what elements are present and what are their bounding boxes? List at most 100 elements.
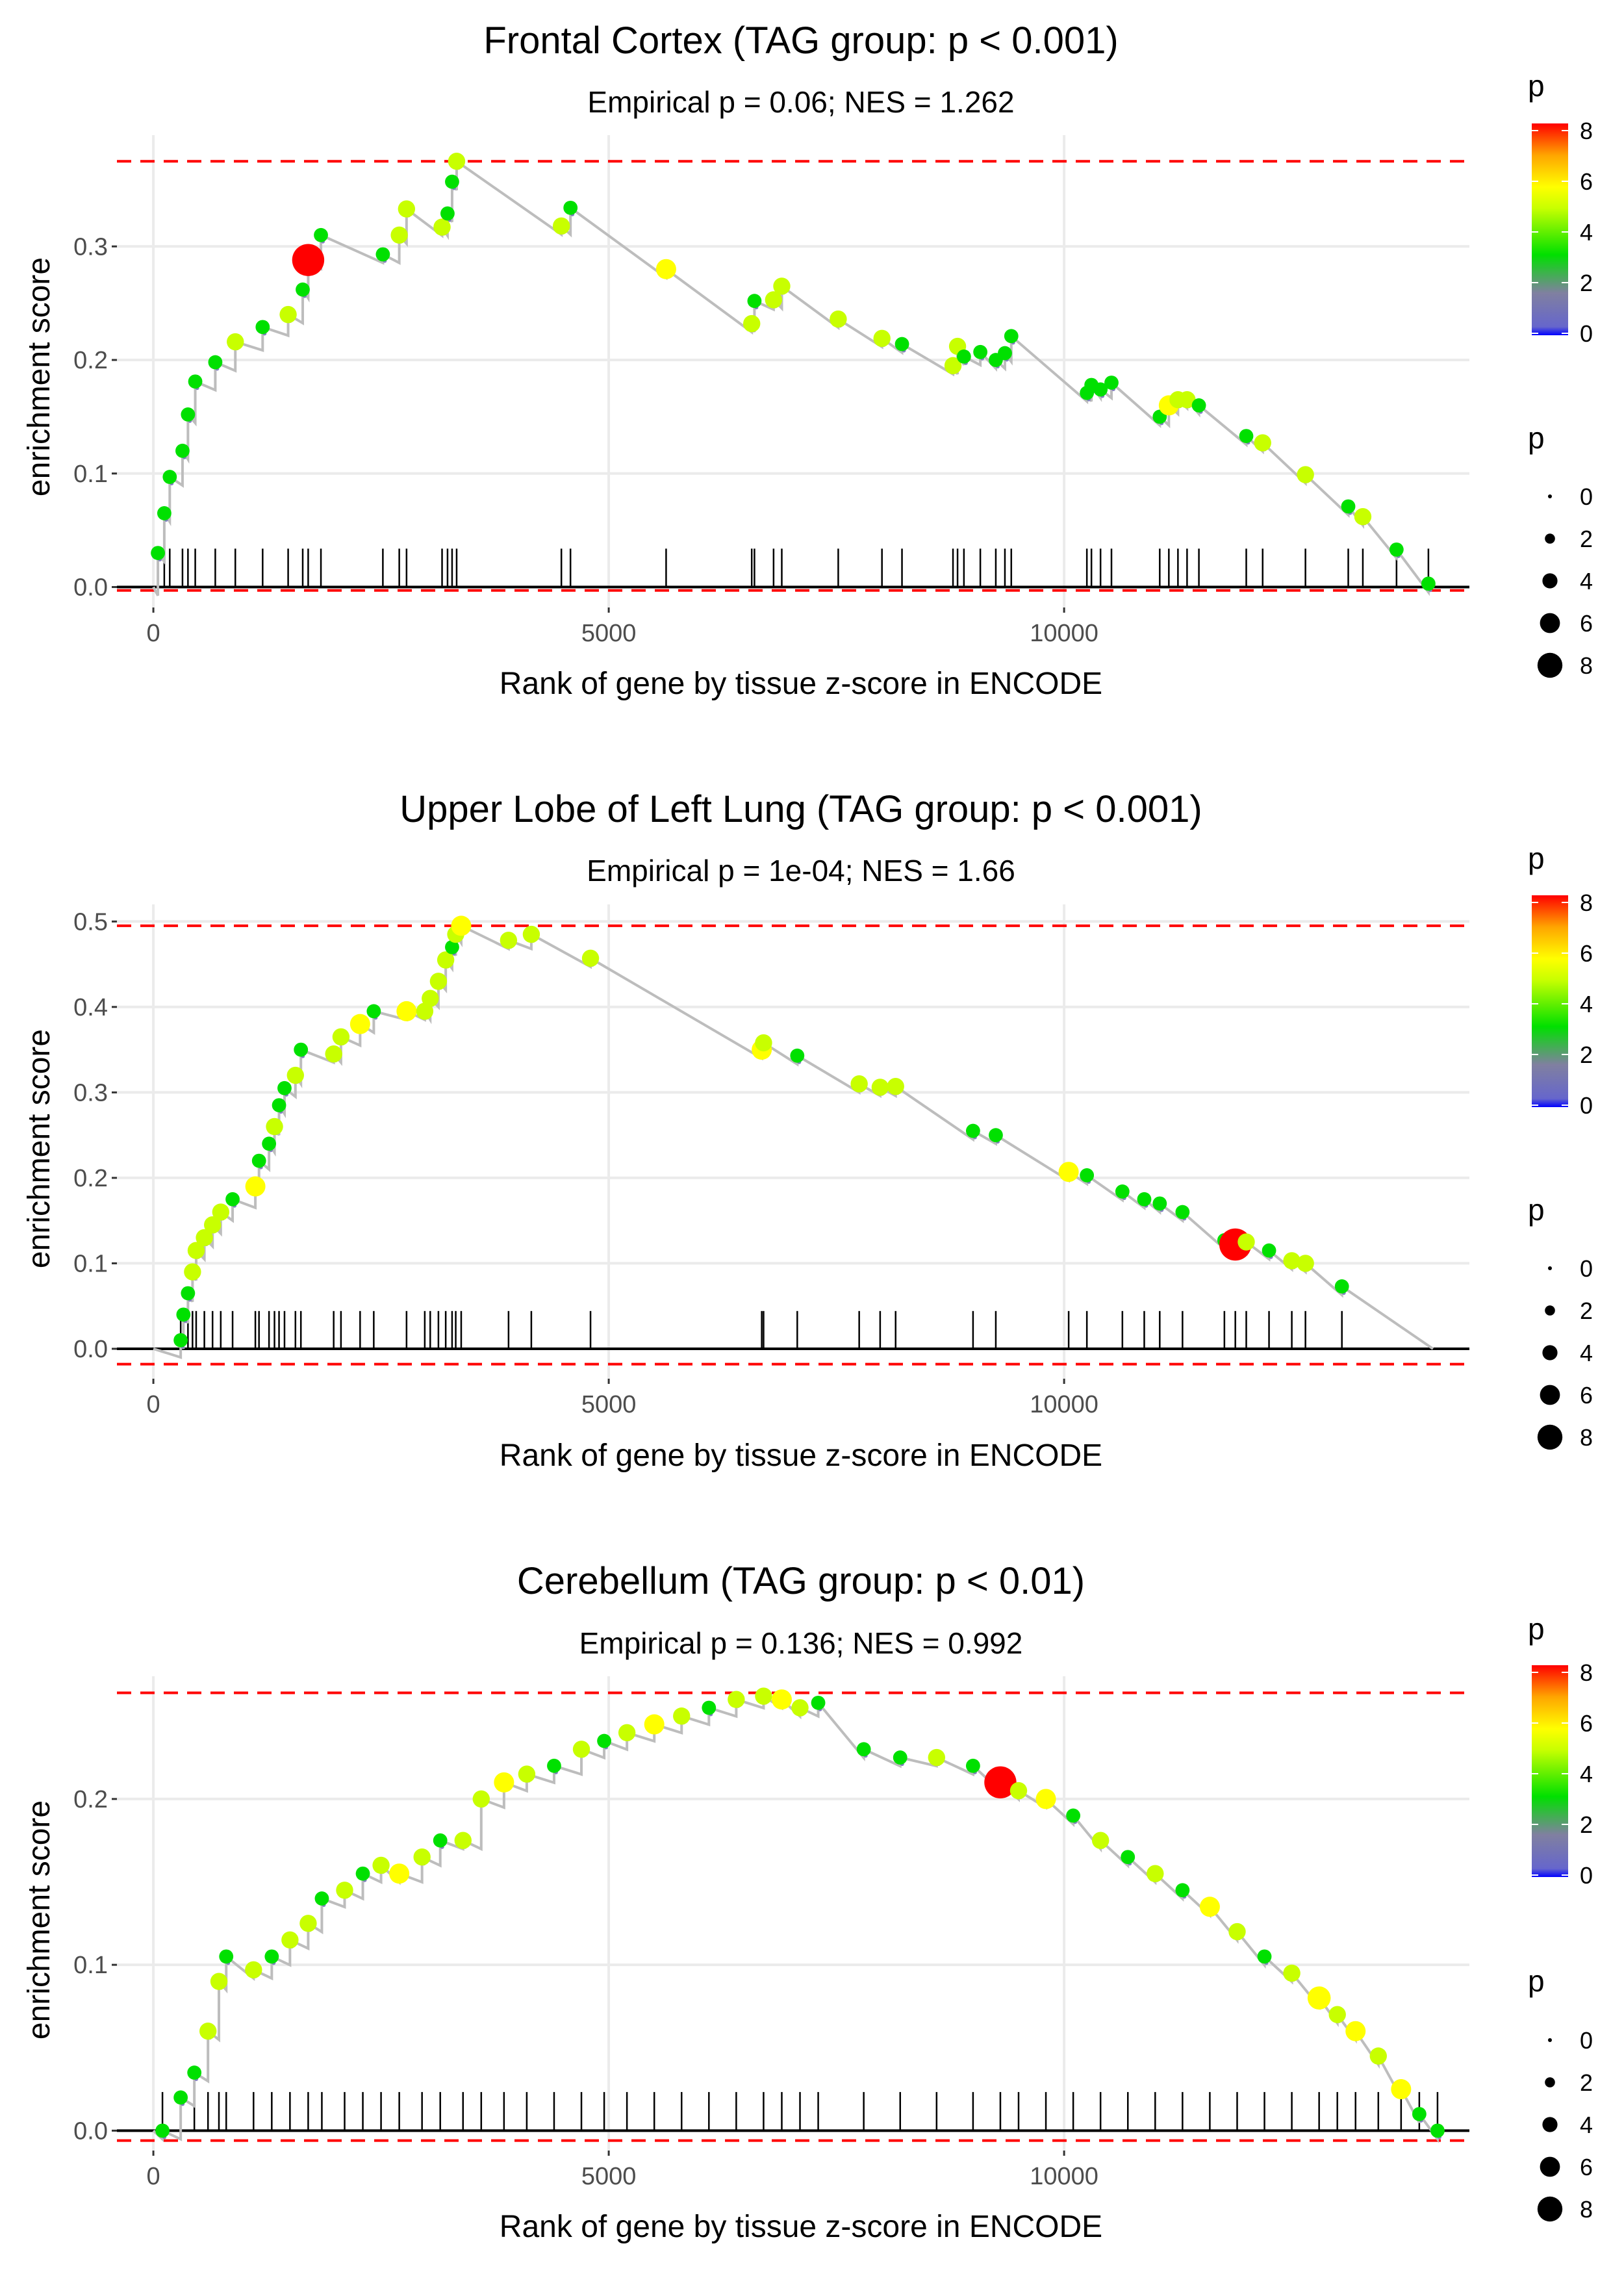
panel-3-hit-point — [336, 1882, 353, 1899]
panel-3-hit-point — [1147, 1865, 1164, 1882]
size-legend-dot — [1548, 2038, 1552, 2042]
size-legend-label: 4 — [1580, 568, 1593, 594]
panel-3-hit-point — [728, 1691, 745, 1708]
panel-2-hit-point — [251, 1153, 266, 1168]
panel-1-hit-point — [181, 407, 196, 422]
panel-3-es-curve — [152, 1693, 1439, 2143]
panel-1-hit-point — [1421, 576, 1436, 591]
panel-1-hit-point — [1354, 507, 1372, 526]
panel-1-y-tick-label: 0.0 — [73, 574, 108, 602]
panel-2-plot: 0.0 0.1 0.2 0.3 0.4 0.5 0 5000 10000 — [73, 904, 1469, 1418]
panel-1-hit-point — [390, 226, 408, 244]
panel-2-hit-point — [262, 1136, 277, 1151]
panel-2-hit-point — [1152, 1196, 1167, 1211]
colorbar-tick-label: 6 — [1580, 940, 1593, 967]
panel-3-hit-point — [281, 1931, 299, 1949]
panel-2-hit-point — [989, 1128, 1003, 1143]
panel-3-hit-point — [372, 1856, 390, 1874]
panel-3-hit-point — [791, 1699, 809, 1717]
size-legend-label: 0 — [1580, 1255, 1593, 1282]
panel-3-hit-point — [755, 1687, 772, 1705]
colorbar-tick-label: 6 — [1580, 1710, 1593, 1737]
panel-3-hit-point — [433, 1833, 448, 1848]
panel-1-hit-point — [296, 282, 310, 297]
panel-1-size-legend: p 0 2 4 6 8 — [1528, 421, 1593, 679]
panel-1-hit-point — [1191, 398, 1206, 413]
panel-1-hit-point — [765, 291, 783, 309]
panel-2-hit-point — [500, 932, 518, 949]
panel-3-hit-point — [893, 1750, 907, 1765]
size-legend-label: 2 — [1580, 2069, 1593, 2096]
panel-2-hit-point — [396, 1001, 417, 1021]
size-legend-dot — [1540, 1385, 1560, 1405]
panel-3-hit-point — [597, 1733, 611, 1748]
panel-1-y-tick-label: 0.2 — [73, 347, 108, 374]
panel-2-hit-point — [196, 1229, 213, 1247]
panel-2-hit-point — [204, 1216, 222, 1234]
panel-2-es-curve — [153, 923, 1434, 1359]
colorbar-tick-label: 0 — [1580, 320, 1593, 347]
panel-1-hit-point — [956, 349, 971, 364]
panel-2-colorbar-legend: p 8 6 4 2 0 — [1528, 841, 1593, 1119]
panel-1-hit-point — [552, 217, 570, 235]
panel-3-hit-point — [1345, 2021, 1366, 2041]
panel-3-hit-point — [1091, 1832, 1110, 1849]
panel-1-y-tick-label: 0.1 — [73, 461, 108, 488]
size-legend-dot — [1542, 573, 1558, 589]
panel-2-hit-point — [1262, 1243, 1276, 1258]
panel-1-hit-point — [1254, 434, 1271, 452]
panel-1-title: Frontal Cortex (TAG group: p < 0.001) — [483, 19, 1118, 62]
panel-3-hit-point — [1307, 1986, 1331, 2010]
panel-2-title: Upper Lobe of Left Lung (TAG group: p < … — [400, 788, 1202, 830]
size-legend-dot — [1537, 652, 1563, 678]
panel-3-x-tick-label: 5000 — [581, 2163, 637, 2190]
panel-3-rug — [161, 2091, 1439, 2131]
panel-2-hit-point — [445, 939, 459, 954]
panel-1-hit-point — [445, 174, 459, 189]
panel-3-hit-point — [355, 1866, 370, 1881]
panel-1-hit-point — [314, 227, 328, 242]
panel-1-hit-point — [279, 305, 297, 324]
panel-2-hit-point — [349, 1014, 370, 1034]
panel-2-hit-point — [272, 1098, 286, 1112]
panel-3-hit-point — [299, 1915, 317, 1932]
colorbar-tick-label: 6 — [1580, 168, 1593, 195]
panel-1-x-tick-label: 5000 — [581, 620, 637, 647]
panel-3-hit-point — [644, 1714, 665, 1735]
panel-3-y-axis-title: enrichment score — [22, 1800, 57, 2039]
panel-2-y-tick-label: 0.1 — [73, 1250, 108, 1277]
panel-3-hit-point — [673, 1707, 691, 1725]
panel-2-y-tick-label: 0.3 — [73, 1079, 108, 1106]
panel-1-hit-point — [175, 443, 190, 458]
panel-2-hit-point — [1237, 1233, 1255, 1251]
panel-1-x-axis-title: Rank of gene by tissue z-score in ENCODE — [500, 667, 1102, 701]
panel-1-hit-point — [830, 310, 847, 328]
colorbar-tick-label: 0 — [1580, 1092, 1593, 1119]
panel-3-x-tick-label: 10000 — [1030, 2163, 1098, 2190]
colorbar-tick-label: 4 — [1580, 991, 1593, 1017]
size-legend-label: 2 — [1580, 526, 1593, 552]
panel-1-hit-point — [433, 218, 451, 236]
panel-3-hit-point — [702, 1700, 717, 1715]
colorbar-tick-label: 4 — [1580, 219, 1593, 246]
panel-2-hit-point — [871, 1079, 889, 1096]
panel-1-hit-point — [773, 277, 791, 295]
size-legend-label: 4 — [1580, 2112, 1593, 2138]
panel-2-y-tick-label: 0.2 — [73, 1165, 108, 1192]
panel-1-size-title: p — [1528, 421, 1545, 455]
panel-3-hit-point — [1199, 1897, 1220, 1917]
panel-3-y-tick-label: 0.0 — [73, 2117, 108, 2145]
panel-3-hit-point — [199, 2023, 217, 2040]
panel-3-hit-point — [984, 1766, 1017, 1799]
panel-2-rug — [179, 1310, 1343, 1349]
panel-2-hit-point — [887, 1077, 904, 1095]
colorbar-tick-label: 8 — [1580, 118, 1593, 144]
panel-3-hit-point — [1066, 1808, 1081, 1823]
panel-1-hit-point — [157, 506, 171, 520]
panel-2-hit-point — [790, 1048, 805, 1063]
panel-3-size-legend: p 0 2 4 6 8 — [1528, 1964, 1593, 2223]
panel-2-x-tick-label: 0 — [147, 1391, 160, 1418]
panel-3-x-tick-label: 0 — [147, 2163, 160, 2190]
